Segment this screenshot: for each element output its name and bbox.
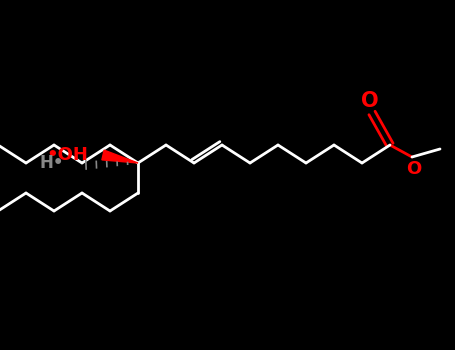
Text: •OH: •OH [46,146,88,164]
Text: O: O [406,160,422,178]
Text: H•: H• [40,154,64,172]
Polygon shape [102,150,138,163]
Text: O: O [361,91,379,111]
